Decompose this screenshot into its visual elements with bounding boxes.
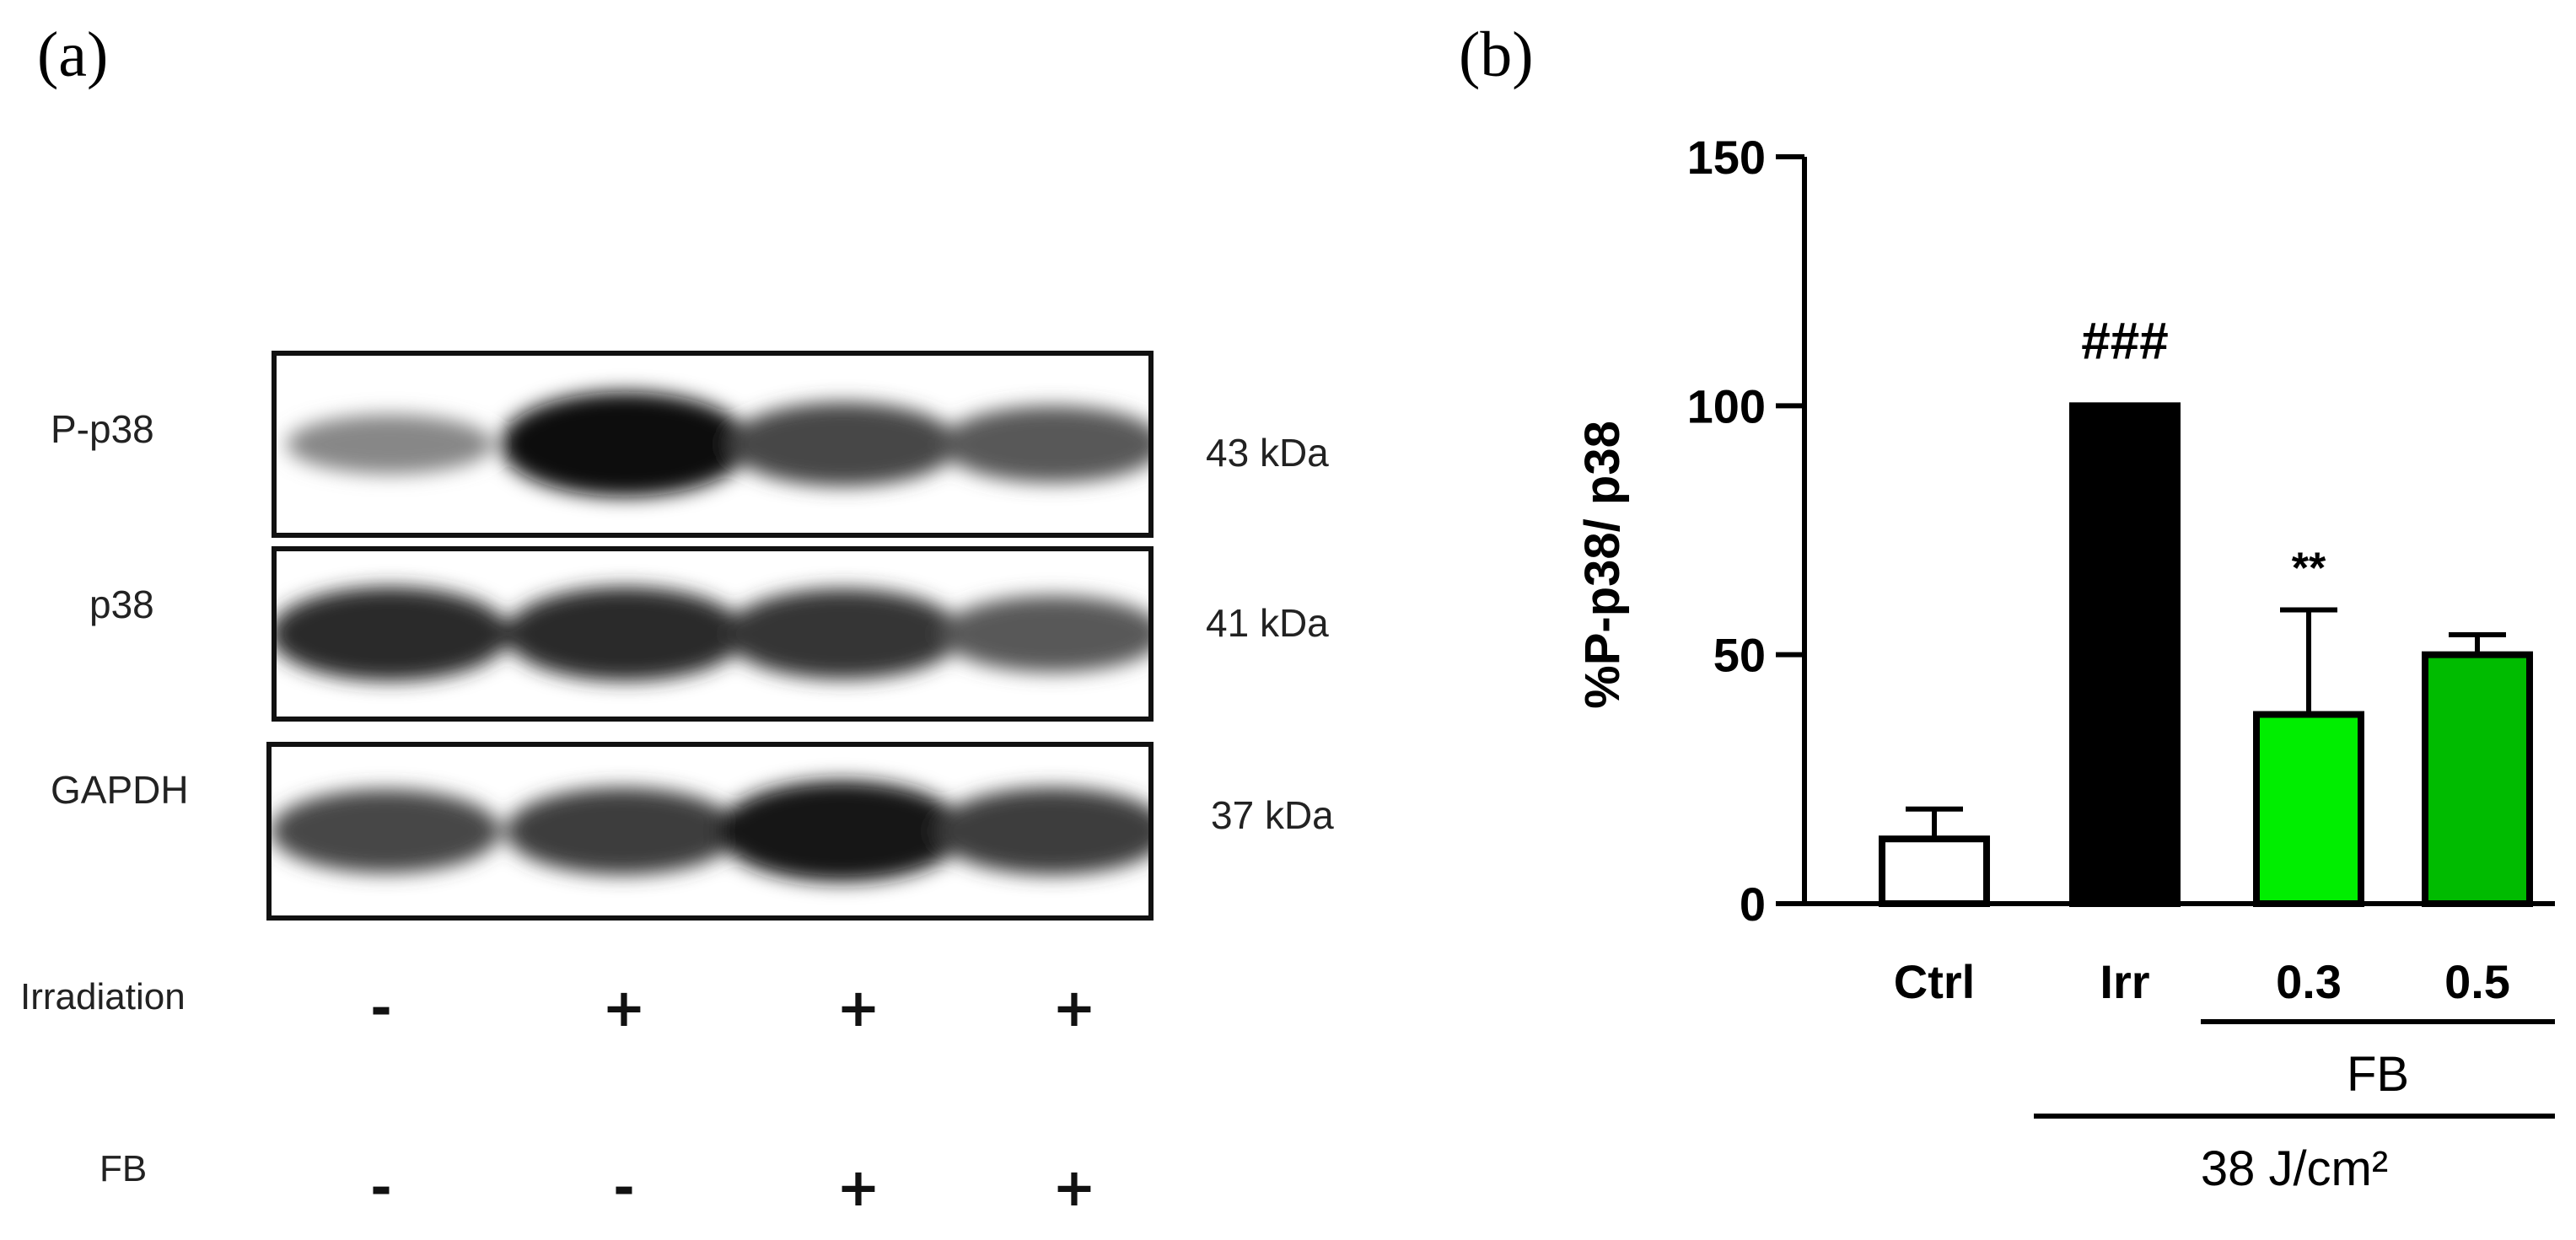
y-tick-label: 50 — [1713, 629, 1766, 682]
group-label: FB — [2347, 1047, 2409, 1102]
blot-p38 — [272, 546, 1154, 722]
sign-irradiation-lane1: - — [370, 977, 392, 1039]
protein-label-gapdh: GAPDH — [51, 768, 189, 812]
x-tick-label: 0.3 — [2276, 955, 2342, 1008]
x-tick-labels: Ctrl Irr 0.3 0.5 — [1894, 955, 2510, 1008]
blot-band — [940, 595, 1148, 673]
y-tick-label: 100 — [1687, 379, 1766, 432]
kda-label-gapdh: 37 kDa — [1211, 793, 1334, 837]
kda-label-p38: 41 kDa — [1206, 601, 1329, 645]
y-tick-label: 150 — [1687, 131, 1766, 184]
sign-fb-lane4: + — [1052, 1157, 1096, 1218]
condition-label-fb: FB — [99, 1148, 148, 1189]
x-tick-label: Irr — [2100, 955, 2149, 1008]
x-tick-label: 0.5 — [2444, 955, 2510, 1008]
blot-band — [728, 402, 959, 486]
blot-bands-p-p38 — [286, 391, 1148, 497]
sign-fb-lane2: - — [613, 1157, 635, 1218]
sign-irradiation-lane4: + — [1052, 977, 1096, 1039]
protein-label-p38: p38 — [89, 582, 154, 626]
blot-band — [272, 789, 501, 873]
protein-label-p-p38: P-p38 — [51, 407, 154, 451]
bar-ctrl — [1879, 835, 1990, 907]
panel-b-label: (b) — [1459, 19, 1534, 90]
significance-annotation: ** — [2292, 545, 2326, 593]
x-tick-label: Ctrl — [1894, 955, 1975, 1008]
significance-annotation: ### — [2081, 312, 2168, 370]
blot-p-p38 — [272, 351, 1154, 538]
bar-chart: %P-p38/ p38 0 50 100 150 ### ** Ctrl Irr 0.3 0.… — [1575, 131, 2555, 1196]
blot-band — [505, 787, 739, 875]
sign-fb-lane3: + — [836, 1157, 880, 1218]
blot-bands-p38 — [277, 587, 1148, 681]
bar-0-3 — [2253, 711, 2364, 908]
blot-band — [277, 587, 510, 681]
blot-band — [724, 588, 962, 679]
bar-irr — [2069, 402, 2181, 908]
blot-band — [940, 405, 1148, 483]
group-brackets: FB 38 J/cm² — [2034, 1019, 2555, 1196]
group-label: 38 J/cm² — [2201, 1141, 2388, 1196]
sign-fb-lane1: - — [370, 1157, 392, 1218]
panel-a-label: (a) — [37, 19, 109, 90]
blot-gapdh — [266, 742, 1154, 921]
blot-band — [505, 587, 745, 681]
sign-irradiation-lane2: + — [602, 977, 646, 1039]
sign-irradiation-lane3: + — [836, 977, 880, 1039]
blot-bands-gapdh — [272, 780, 1148, 883]
blot-band — [286, 414, 493, 475]
y-tick-label: 0 — [1740, 878, 1766, 931]
bars: ### ** — [1879, 312, 2533, 908]
bar-0-5 — [2422, 651, 2533, 908]
blot-band — [718, 780, 965, 883]
condition-label-irradiation: Irradiation — [20, 976, 186, 1017]
y-axis-label: %P-p38/ p38 — [1575, 421, 1630, 709]
blot-band — [935, 787, 1148, 875]
kda-label-p-p38: 43 kDa — [1206, 431, 1329, 475]
y-ticks: 0 50 100 150 — [1687, 131, 1804, 931]
blot-band — [500, 391, 750, 497]
